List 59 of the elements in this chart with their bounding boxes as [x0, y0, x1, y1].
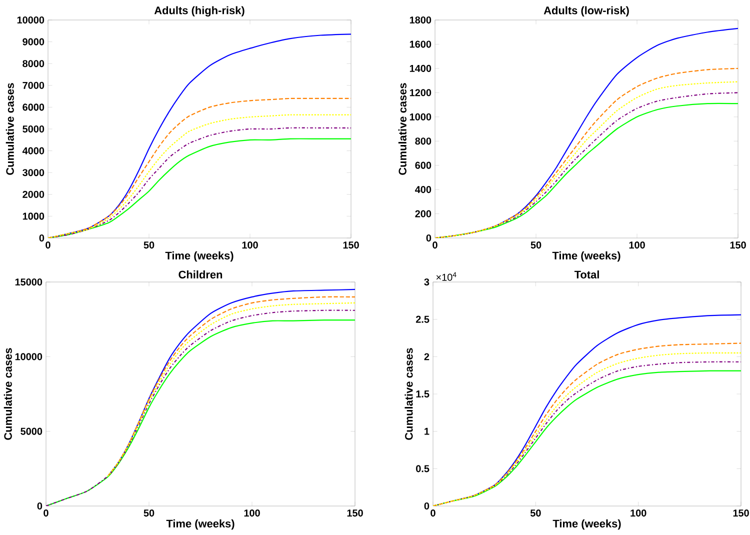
chart-title: Adults (low-risk) — [544, 6, 629, 16]
x-axis-title: Time (weeks) — [552, 519, 621, 530]
x-tick-label: 50 — [144, 242, 154, 249]
x-tick-label: 50 — [144, 510, 154, 517]
y-tick-label: 4000 — [22, 147, 44, 154]
chart-title: Children — [178, 270, 222, 278]
x-axis-title: Time (weeks) — [552, 251, 620, 262]
x-tick-label: 100 — [244, 510, 260, 517]
y-tick-label: 1000 — [410, 113, 432, 120]
x-tick-label: 100 — [629, 242, 645, 249]
y-tick-label: 1 — [424, 428, 430, 435]
x-axis-title: Time (weeks) — [166, 519, 234, 530]
y-tick-label: 8000 — [22, 60, 44, 68]
x-tick-label: 0 — [46, 242, 50, 249]
y-tick-label: 0 — [39, 234, 44, 242]
y-tick-label: 1600 — [410, 40, 432, 48]
y-tick-label: 3000 — [22, 169, 44, 176]
x-tick-label: 150 — [733, 510, 749, 517]
y-tick-label: 1400 — [410, 64, 432, 72]
y-tick-label: 5000 — [22, 125, 44, 133]
y-tick-label: 0.5 — [416, 465, 430, 472]
x-tick-label: 0 — [432, 242, 438, 249]
y-tick-label: 10000 — [17, 16, 44, 24]
y-tick-label: 1.5 — [416, 390, 430, 398]
x-axis-title: Time (weeks) — [165, 251, 234, 262]
y-tick-label: 5000 — [20, 428, 42, 435]
text: ×10$^{4}$ — [436, 272, 456, 281]
y-tick-label: 1000 — [22, 212, 44, 220]
y-axis-title: Cumulative cases — [4, 348, 12, 440]
y-tick-label: 0 — [426, 234, 432, 242]
x-tick-label: 50 — [530, 242, 542, 249]
y-tick-label: 1200 — [410, 89, 432, 96]
y-tick-label: 9000 — [22, 38, 44, 46]
y-tick-label: 2 — [424, 353, 430, 360]
y-tick-label: 6000 — [22, 104, 44, 111]
y-tick-label: 3 — [424, 278, 430, 286]
y-axis-title: Cumulative cases — [398, 83, 406, 175]
y-axis-title: Cumulative cases — [404, 348, 413, 440]
y-tick-label: 10000 — [15, 353, 42, 360]
y-tick-label: 2.5 — [416, 316, 430, 323]
y-axis-title: Cumulative cases — [6, 83, 14, 175]
chart-title: Adults (high-risk) — [154, 6, 244, 16]
chart-title: Total — [574, 270, 599, 278]
x-tick-label: 150 — [730, 242, 746, 249]
x-tick-label: 150 — [343, 242, 359, 249]
y-tick-label: 0 — [424, 502, 430, 510]
y-tick-label: 600 — [415, 162, 432, 169]
y-tick-label: 800 — [415, 138, 432, 145]
x-tick-label: 150 — [347, 510, 363, 517]
x-tick-label: 50 — [530, 510, 541, 517]
y-tick-label: 0 — [37, 502, 42, 510]
y-tick-label: 200 — [415, 210, 432, 218]
y-tick-label: 7000 — [22, 82, 44, 89]
x-tick-label: 100 — [242, 242, 258, 249]
y-tick-label: 2000 — [22, 190, 44, 198]
y-tick-label: 15000 — [15, 278, 42, 286]
y-tick-label: 1800 — [410, 16, 432, 24]
x-tick-label: 100 — [630, 510, 646, 517]
y-tick-label: 400 — [415, 186, 432, 194]
